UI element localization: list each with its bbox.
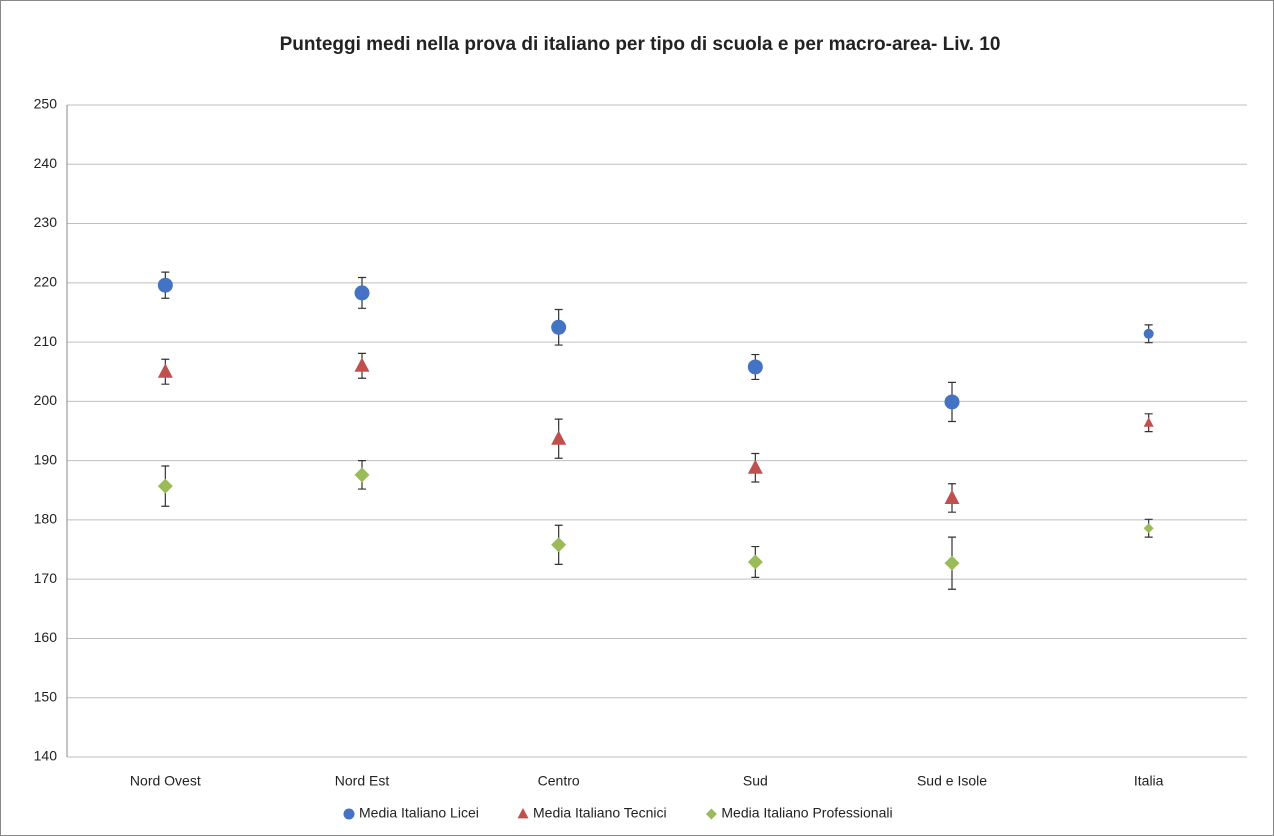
y-tick-label: 240 (34, 155, 58, 171)
legend-label: Media Italiano Professionali (721, 805, 892, 821)
y-tick-label: 190 (34, 451, 58, 467)
x-tick-label: Italia (1134, 773, 1164, 789)
y-tick-label: 160 (34, 629, 58, 645)
y-tick-label: 170 (34, 570, 58, 586)
y-tick-label: 230 (34, 214, 58, 230)
data-point (354, 285, 370, 301)
data-point (747, 359, 763, 375)
data-point (747, 554, 763, 570)
data-point (747, 459, 763, 474)
data-point (1143, 328, 1154, 339)
y-tick-label: 140 (34, 748, 58, 764)
data-point (157, 478, 173, 494)
data-point (157, 363, 173, 378)
data-point (944, 555, 960, 571)
data-point (157, 277, 173, 293)
data-point (551, 319, 567, 335)
data-point (354, 357, 370, 372)
legend-label: Media Italiano Tecnici (533, 805, 667, 821)
y-tick-label: 220 (34, 274, 58, 290)
x-tick-label: Nord Est (335, 773, 390, 789)
y-tick-label: 250 (34, 96, 58, 112)
data-point (551, 537, 567, 553)
y-tick-label: 200 (34, 392, 58, 408)
legend-marker (517, 807, 529, 819)
y-tick-label: 180 (34, 511, 58, 527)
legend-label: Media Italiano Licei (359, 805, 479, 821)
legend-marker (343, 808, 355, 820)
data-point (944, 489, 960, 504)
x-tick-label: Sud (743, 773, 768, 789)
legend-marker (705, 808, 717, 820)
data-point (1143, 417, 1154, 427)
data-point (944, 394, 960, 410)
y-tick-label: 150 (34, 688, 58, 704)
x-tick-label: Centro (538, 773, 580, 789)
data-point (1143, 523, 1154, 534)
data-point (551, 430, 567, 445)
x-tick-label: Nord Ovest (130, 773, 201, 789)
y-tick-label: 210 (34, 333, 58, 349)
chart-title: Punteggi medi nella prova di italiano pe… (280, 34, 1001, 55)
x-tick-label: Sud e Isole (917, 773, 987, 789)
data-point (354, 467, 370, 483)
